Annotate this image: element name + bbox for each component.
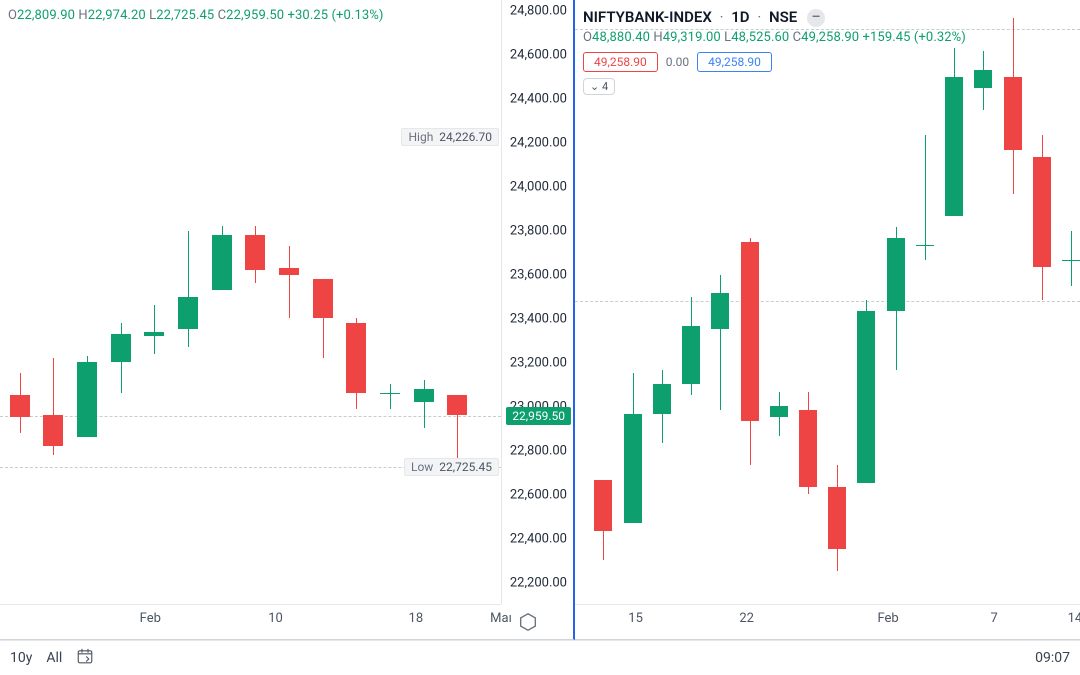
range-all[interactable]: All <box>46 650 62 666</box>
x-tick: Maı <box>490 611 512 626</box>
y-tick: 22,200.00 <box>510 576 567 591</box>
y-tick: 24,600.00 <box>510 48 567 63</box>
reference-line <box>0 416 501 417</box>
y-tick: 24,800.00 <box>510 4 567 19</box>
y-tick: 24,200.00 <box>510 136 567 151</box>
x-tick: Feb <box>877 611 898 626</box>
time-axis-left[interactable]: Feb1018Maı <box>0 604 501 639</box>
y-tick: 22,400.00 <box>510 532 567 547</box>
high-marker: High 24,226.70 <box>401 128 499 146</box>
x-tick: 10 <box>268 611 283 626</box>
x-tick: 18 <box>409 611 424 626</box>
y-tick: 24,000.00 <box>510 180 567 195</box>
last-price-badge: 22,959.50 <box>506 407 571 425</box>
goto-date-icon[interactable] <box>76 647 94 669</box>
range-10y[interactable]: 10y <box>10 650 32 666</box>
candlestick-chart-left[interactable] <box>0 0 501 604</box>
chart-panel-left[interactable]: O22,809.90 H22,974.20 L22,725.45 C22,959… <box>0 0 575 640</box>
x-tick: 7 <box>990 611 997 626</box>
chart-settings-icon[interactable] <box>517 611 541 635</box>
chart-panel-right[interactable]: NIFTYBANK-INDEX · 1D · NSE – O48,880.40 … <box>575 0 1080 640</box>
x-tick: 14 <box>1068 611 1080 626</box>
y-tick: 23,200.00 <box>510 356 567 371</box>
x-tick: Feb <box>140 611 161 626</box>
y-tick: 23,400.00 <box>510 312 567 327</box>
y-tick: 23,800.00 <box>510 224 567 239</box>
y-tick: 22,600.00 <box>510 488 567 503</box>
time-axis-right[interactable]: 15 22 Feb 7 14 <box>575 604 1080 639</box>
x-tick: 15 <box>628 611 643 626</box>
y-tick: 23,600.00 <box>510 268 567 283</box>
x-tick: 22 <box>739 611 754 626</box>
candlestick-chart-right[interactable] <box>575 0 1080 604</box>
reference-line <box>575 301 1080 302</box>
bottom-toolbar: 10y All 09:07 <box>0 640 1080 675</box>
y-tick: 22,800.00 <box>510 444 567 459</box>
y-tick: 24,400.00 <box>510 92 567 107</box>
price-axis-left[interactable]: 24,800.00 24,600.00 24,400.00 24,200.00 24,0… <box>501 0 573 604</box>
low-marker: Low 22,725.45 <box>404 458 499 476</box>
clock-readout: 09:07 <box>1035 650 1070 666</box>
reference-line <box>575 29 1080 30</box>
